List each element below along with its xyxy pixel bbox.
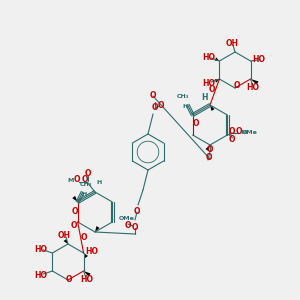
Text: H: H [81, 191, 86, 196]
Text: CH₃: CH₃ [80, 182, 92, 187]
Text: H: H [96, 181, 102, 185]
Text: O: O [132, 224, 138, 232]
Text: O: O [192, 119, 199, 128]
Text: CH₃: CH₃ [176, 94, 189, 100]
Polygon shape [72, 196, 78, 202]
Text: M: M [68, 178, 74, 182]
Text: O: O [71, 208, 78, 217]
Text: O: O [70, 220, 77, 230]
Text: O: O [150, 92, 156, 100]
Text: OH: OH [226, 38, 238, 47]
Text: HO: HO [34, 244, 47, 253]
Polygon shape [214, 79, 219, 83]
Text: H: H [182, 104, 187, 110]
Polygon shape [84, 271, 91, 277]
Text: OMe: OMe [118, 217, 134, 221]
Text: O: O [134, 208, 140, 217]
Text: O: O [234, 82, 240, 91]
Text: O: O [85, 169, 91, 178]
Text: O: O [208, 85, 215, 94]
Polygon shape [206, 145, 210, 151]
Text: O: O [206, 152, 212, 161]
Text: OMe: OMe [242, 130, 257, 134]
Text: O: O [125, 220, 131, 230]
Text: HO: HO [252, 55, 265, 64]
Text: O: O [236, 128, 243, 136]
Text: O: O [229, 136, 236, 145]
Polygon shape [95, 226, 100, 232]
Polygon shape [64, 239, 68, 244]
Text: HO: HO [246, 82, 259, 91]
Text: O: O [66, 275, 72, 284]
Text: M: M [240, 130, 247, 134]
Text: OH: OH [58, 230, 70, 239]
Text: O: O [152, 103, 158, 112]
Text: O: O [74, 176, 80, 184]
Text: O: O [207, 145, 213, 154]
Text: HO: HO [85, 247, 98, 256]
Polygon shape [84, 253, 88, 258]
Text: O: O [80, 233, 87, 242]
Text: HO: HO [202, 52, 215, 62]
Polygon shape [250, 79, 259, 85]
Text: O: O [229, 128, 236, 136]
Text: HO: HO [34, 271, 47, 280]
Text: O: O [82, 176, 88, 184]
Text: O: O [158, 101, 164, 110]
Text: HO: HO [202, 79, 215, 88]
Text: H: H [202, 92, 208, 101]
Polygon shape [214, 57, 219, 61]
Text: HO: HO [80, 274, 93, 284]
Polygon shape [210, 105, 214, 111]
